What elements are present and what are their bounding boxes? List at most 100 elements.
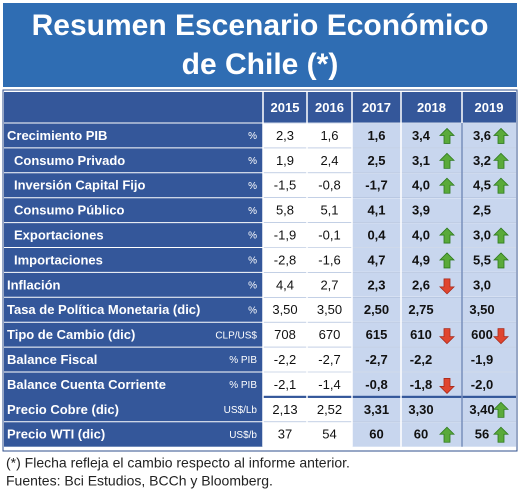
cell-value: 2,5 bbox=[367, 153, 385, 168]
row-label: Inversión Capital Fijo bbox=[14, 178, 146, 193]
cell-value: 2,3 bbox=[367, 277, 385, 292]
cell-value: 2,52 bbox=[317, 402, 342, 417]
arrow-up bbox=[439, 152, 455, 169]
arrow-up bbox=[439, 177, 455, 194]
cell-value: 615 bbox=[366, 327, 388, 342]
row-label: Precio WTI (dic) bbox=[7, 427, 105, 442]
title-box bbox=[3, 3, 517, 87]
cell-value: 3,6 bbox=[473, 128, 491, 143]
title: de Chile (*) bbox=[182, 48, 339, 81]
cell-value: 4,1 bbox=[367, 203, 385, 218]
arrow-up bbox=[439, 252, 455, 269]
cell-value: 3,30 bbox=[408, 402, 433, 417]
unit: % PIB bbox=[229, 355, 257, 366]
arrow-up bbox=[439, 426, 455, 443]
cell-value: 3,40 bbox=[469, 402, 494, 417]
col-bg bbox=[462, 123, 516, 447]
footnote: (*) Flecha refleja el cambio respecto al… bbox=[6, 455, 350, 471]
cell-value: 4,7 bbox=[367, 252, 385, 267]
cell-value: 3,50 bbox=[272, 302, 297, 317]
cell-value: 60 bbox=[369, 427, 383, 442]
unit: % bbox=[248, 280, 257, 291]
col-bg bbox=[263, 123, 307, 447]
row-label: Balance Fiscal bbox=[7, 352, 97, 367]
arrow-up bbox=[439, 127, 455, 144]
cell-value: -2,0 bbox=[471, 377, 493, 392]
cell-value: -2,2 bbox=[274, 352, 296, 367]
cell-value: -1,9 bbox=[274, 227, 296, 242]
col-bg bbox=[352, 123, 401, 447]
cell-value: 2,50 bbox=[364, 302, 389, 317]
arrow-up bbox=[439, 227, 455, 244]
arrow-up bbox=[493, 177, 509, 194]
cell-value: 3,0 bbox=[473, 277, 491, 292]
cell-value: -2,7 bbox=[318, 352, 340, 367]
cell-value: 670 bbox=[319, 327, 341, 342]
row-label: Consumo Privado bbox=[14, 153, 125, 168]
unit: CLP/US$ bbox=[215, 330, 257, 341]
unit: % bbox=[248, 305, 257, 316]
arrow-down bbox=[439, 328, 455, 345]
cell-value: -0,8 bbox=[365, 377, 387, 392]
unit: % bbox=[248, 131, 257, 142]
cell-value: 2,3 bbox=[276, 128, 294, 143]
cell-value: -1,4 bbox=[318, 377, 340, 392]
unit: % bbox=[248, 231, 257, 242]
unit: US$/Lb bbox=[224, 405, 258, 416]
unit: % bbox=[248, 156, 257, 167]
cell-value: 56 bbox=[475, 427, 489, 442]
cell-value: 3,31 bbox=[364, 402, 389, 417]
cell-value: 2,75 bbox=[408, 302, 433, 317]
unit: US$/b bbox=[229, 430, 257, 441]
row-label: Tipo de Cambio (dic) bbox=[7, 327, 135, 342]
label-bg bbox=[4, 92, 263, 447]
cell-value: 2,7 bbox=[320, 277, 338, 292]
unit: % bbox=[248, 206, 257, 217]
cell-value: 5,5 bbox=[473, 252, 491, 267]
arrow-up bbox=[493, 401, 509, 418]
cell-value: 3,2 bbox=[473, 153, 491, 168]
cell-value: 4,5 bbox=[473, 178, 491, 193]
cell-value: -1,6 bbox=[318, 252, 340, 267]
cell-value: 60 bbox=[414, 427, 428, 442]
cell-value: 3,4 bbox=[412, 128, 431, 143]
sources: Fuentes: Bci Estudios, BCCh y Bloomberg. bbox=[6, 473, 273, 489]
row-label: Crecimiento PIB bbox=[7, 128, 107, 143]
unit: % bbox=[248, 181, 257, 192]
cell-value: 2,4 bbox=[320, 153, 338, 168]
unit: % bbox=[248, 256, 257, 267]
row-label: Consumo Público bbox=[14, 203, 125, 218]
cell-value: 610 bbox=[410, 327, 432, 342]
row-label: Precio Cobre (dic) bbox=[7, 402, 119, 417]
col-bg bbox=[307, 123, 352, 447]
cell-value: 0,4 bbox=[367, 227, 386, 242]
column-header: 2018 bbox=[417, 100, 446, 115]
cell-value: -0,8 bbox=[318, 178, 340, 193]
arrow-down bbox=[493, 328, 509, 345]
cell-value: 708 bbox=[274, 327, 296, 342]
row-label: Tasa de Política Monetaria (dic) bbox=[7, 302, 200, 317]
row-label: Exportaciones bbox=[14, 227, 104, 242]
arrow-up bbox=[493, 252, 509, 269]
cell-value: 3,9 bbox=[412, 203, 430, 218]
cell-value: -1,5 bbox=[274, 178, 296, 193]
cell-value: 2,6 bbox=[412, 277, 430, 292]
cell-value: 5,1 bbox=[320, 203, 338, 218]
cell-value: -1,9 bbox=[471, 352, 493, 367]
cell-value: 1,9 bbox=[276, 153, 294, 168]
cell-value: 3,50 bbox=[469, 302, 494, 317]
cell-value: 4,4 bbox=[276, 277, 294, 292]
cell-value: 1,6 bbox=[367, 128, 385, 143]
cell-value: -2,8 bbox=[274, 252, 296, 267]
cell-value: 3,0 bbox=[473, 227, 491, 242]
unit: % PIB bbox=[229, 380, 257, 391]
cell-value: -1,8 bbox=[410, 377, 432, 392]
arrow-down bbox=[439, 278, 455, 295]
row-label: Balance Cuenta Corriente bbox=[7, 377, 166, 392]
row-label: Importaciones bbox=[14, 252, 103, 267]
arrow-down bbox=[439, 378, 455, 395]
cell-value: 37 bbox=[278, 427, 292, 442]
cell-value: 4,0 bbox=[412, 178, 430, 193]
column-header: 2019 bbox=[475, 100, 504, 115]
